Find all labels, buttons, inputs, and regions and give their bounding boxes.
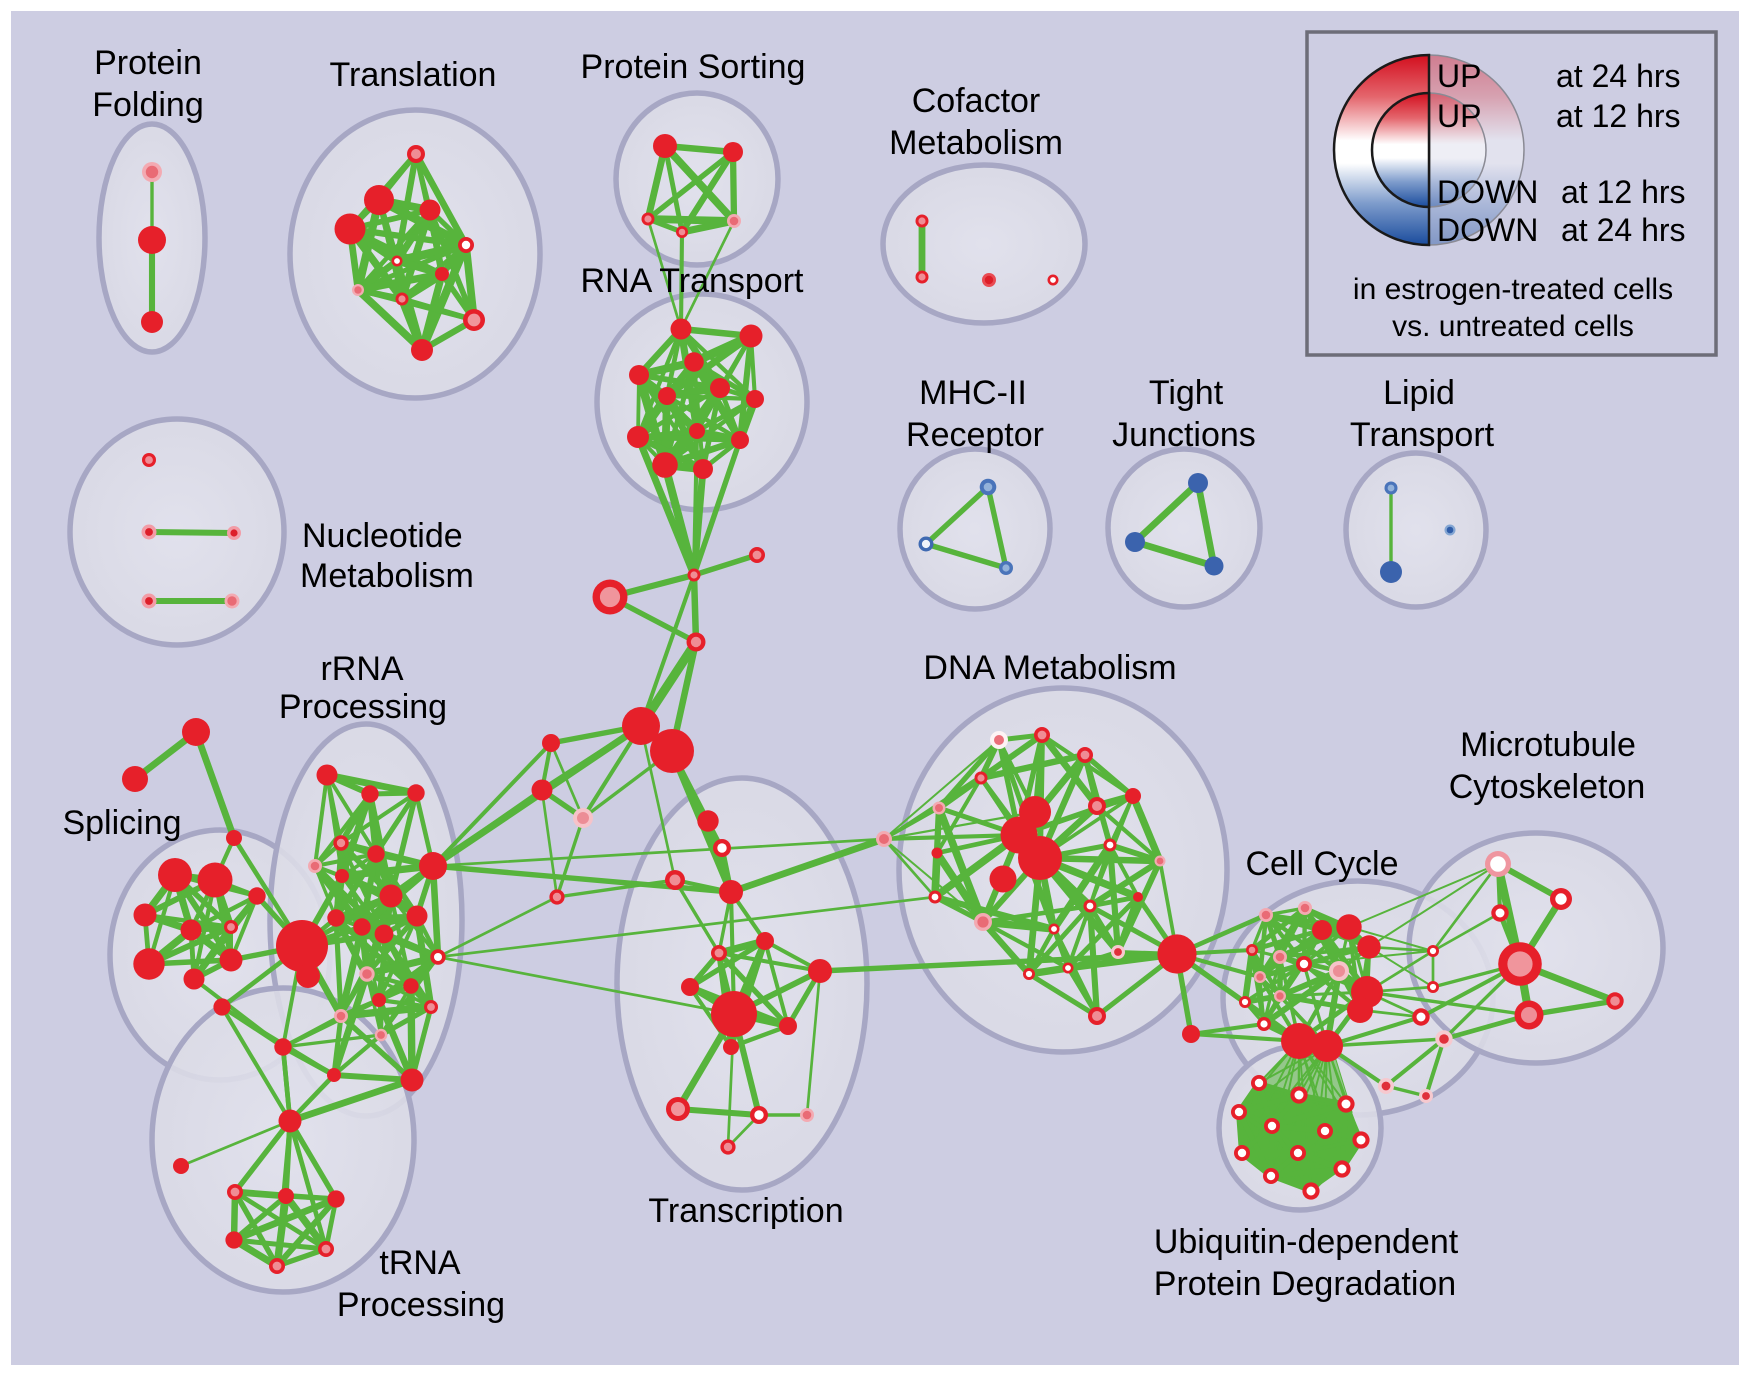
svg-text:UP: UP: [1437, 98, 1481, 134]
svg-text:Processing: Processing: [279, 688, 447, 726]
svg-text:at 24 hrs: at 24 hrs: [1561, 212, 1686, 248]
svg-text:DOWN: DOWN: [1437, 212, 1538, 248]
svg-text:DOWN: DOWN: [1437, 174, 1538, 210]
svg-text:UP: UP: [1437, 58, 1481, 94]
svg-text:at 12 hrs: at 12 hrs: [1556, 98, 1681, 134]
svg-text:Lipid: Lipid: [1383, 374, 1455, 412]
svg-text:Protein Sorting: Protein Sorting: [581, 48, 806, 86]
svg-text:Metabolism: Metabolism: [300, 557, 474, 595]
svg-text:at 12 hrs: at 12 hrs: [1561, 174, 1686, 210]
svg-text:RNA Transport: RNA Transport: [581, 262, 805, 300]
svg-text:Nucleotide: Nucleotide: [302, 517, 463, 555]
svg-text:Microtubule: Microtubule: [1460, 726, 1636, 764]
svg-text:Translation: Translation: [330, 56, 497, 94]
svg-text:Protein: Protein: [94, 44, 202, 82]
svg-text:Transcription: Transcription: [648, 1192, 843, 1230]
svg-text:MHC-II: MHC-II: [919, 374, 1027, 412]
svg-text:DNA Metabolism: DNA Metabolism: [923, 649, 1176, 687]
svg-text:rRNA: rRNA: [320, 650, 403, 688]
svg-text:Cofactor: Cofactor: [912, 82, 1041, 120]
svg-text:vs. untreated cells: vs. untreated cells: [1392, 310, 1634, 343]
svg-text:Cytoskeleton: Cytoskeleton: [1449, 768, 1646, 806]
svg-text:Ubiquitin-dependent: Ubiquitin-dependent: [1154, 1223, 1459, 1261]
svg-text:tRNA: tRNA: [379, 1244, 461, 1282]
svg-text:Processing: Processing: [337, 1286, 505, 1324]
svg-text:Junctions: Junctions: [1112, 416, 1256, 454]
svg-text:Folding: Folding: [92, 86, 204, 124]
svg-text:Metabolism: Metabolism: [889, 124, 1063, 162]
svg-text:Protein Degradation: Protein Degradation: [1154, 1265, 1456, 1303]
svg-text:in estrogen-treated cells: in estrogen-treated cells: [1353, 273, 1673, 306]
svg-text:Cell Cycle: Cell Cycle: [1245, 845, 1398, 883]
svg-text:Transport: Transport: [1350, 416, 1495, 454]
svg-text:Receptor: Receptor: [906, 416, 1044, 454]
svg-text:at 24 hrs: at 24 hrs: [1556, 58, 1681, 94]
svg-text:Tight: Tight: [1149, 374, 1224, 412]
svg-text:Splicing: Splicing: [62, 804, 181, 842]
